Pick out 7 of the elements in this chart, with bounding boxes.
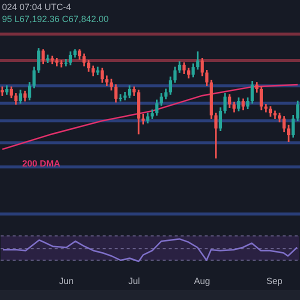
series-label: 200 DMA [22, 158, 61, 168]
text: 95 L67,192.36 C67,842.00 [2, 14, 109, 24]
x-tick-label: Jun [59, 276, 74, 286]
x-tick-label: Sep [266, 276, 282, 286]
x-tick-label: Aug [194, 276, 210, 286]
text: 024 07:04 UTC-4 [2, 2, 72, 12]
x-tick-label: Jul [128, 276, 140, 286]
